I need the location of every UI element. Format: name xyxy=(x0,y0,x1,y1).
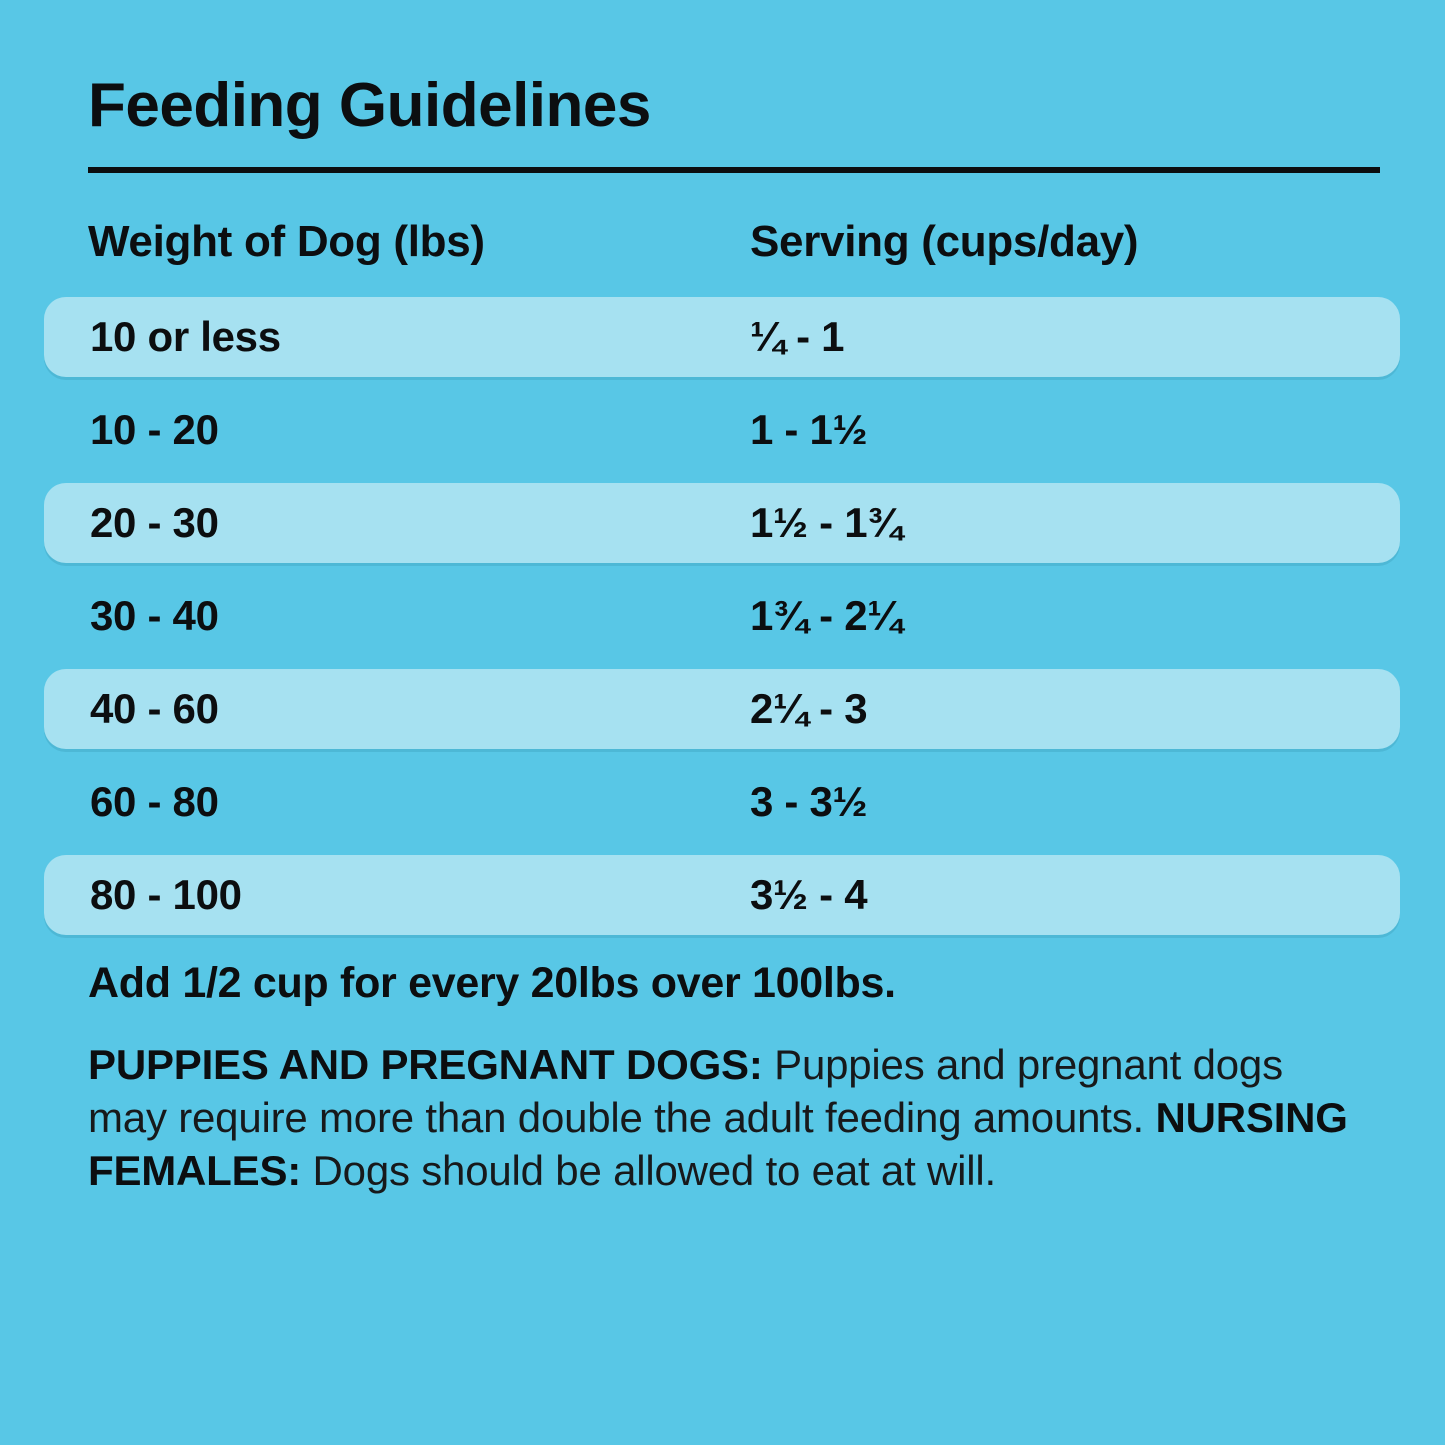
table-row: 80 - 100 3½ - 4 xyxy=(44,855,1400,935)
serving-cell: 2¼ - 3 xyxy=(750,685,868,732)
weight-cell: 60 - 80 xyxy=(90,778,219,825)
title-underline xyxy=(88,167,1380,173)
weight-cell: 30 - 40 xyxy=(90,592,219,639)
weight-cell: 40 - 60 xyxy=(90,685,219,732)
note-add-half-cup: Add 1/2 cup for every 20lbs over 100lbs. xyxy=(88,959,896,1007)
feeding-table: 10 or less ¼ - 1 10 - 20 1 - 1½ 20 - 30 … xyxy=(44,297,1400,935)
serving-column-header: Serving (cups/day) xyxy=(750,217,1139,266)
table-row: 10 - 20 1 - 1½ xyxy=(44,390,1400,470)
table-header: Weight of Dog (lbs) Serving (cups/day) xyxy=(88,217,1380,267)
serving-cell: 1½ - 1¾ xyxy=(750,499,902,546)
serving-cell: 1¾ - 2¼ xyxy=(750,592,902,639)
puppies-pregnant-text: Puppies and pregnant dogs may require mo… xyxy=(88,1041,1283,1141)
weight-cell: 80 - 100 xyxy=(90,871,242,918)
weight-cell: 20 - 30 xyxy=(90,499,219,546)
table-row: 20 - 30 1½ - 1¾ xyxy=(44,483,1400,563)
puppies-pregnant-label: PUPPIES AND PREGNANT DOGS: xyxy=(88,1041,763,1088)
serving-cell: 3 - 3½ xyxy=(750,778,868,825)
weight-cell: 10 or less xyxy=(90,313,281,360)
nursing-females-text: Dogs should be allowed to eat at will. xyxy=(301,1147,997,1194)
weight-cell: 10 - 20 xyxy=(90,406,219,453)
serving-cell: 1 - 1½ xyxy=(750,406,868,453)
feeding-guidelines-panel: Feeding Guidelines Weight of Dog (lbs) S… xyxy=(44,71,1400,1197)
table-row: 60 - 80 3 - 3½ xyxy=(44,762,1400,842)
note-puppies-nursing: PUPPIES AND PREGNANT DOGS: Puppies and p… xyxy=(88,1038,1368,1197)
table-row: 30 - 40 1¾ - 2¼ xyxy=(44,576,1400,656)
serving-cell: ¼ - 1 xyxy=(750,313,845,360)
serving-cell: 3½ - 4 xyxy=(750,871,868,918)
weight-column-header: Weight of Dog (lbs) xyxy=(88,217,485,266)
nursing-females-label: NURSING FEMALES: xyxy=(88,1094,1348,1194)
page-title: Feeding Guidelines xyxy=(88,71,651,140)
table-row: 40 - 60 2¼ - 3 xyxy=(44,669,1400,749)
table-row: 10 or less ¼ - 1 xyxy=(44,297,1400,377)
